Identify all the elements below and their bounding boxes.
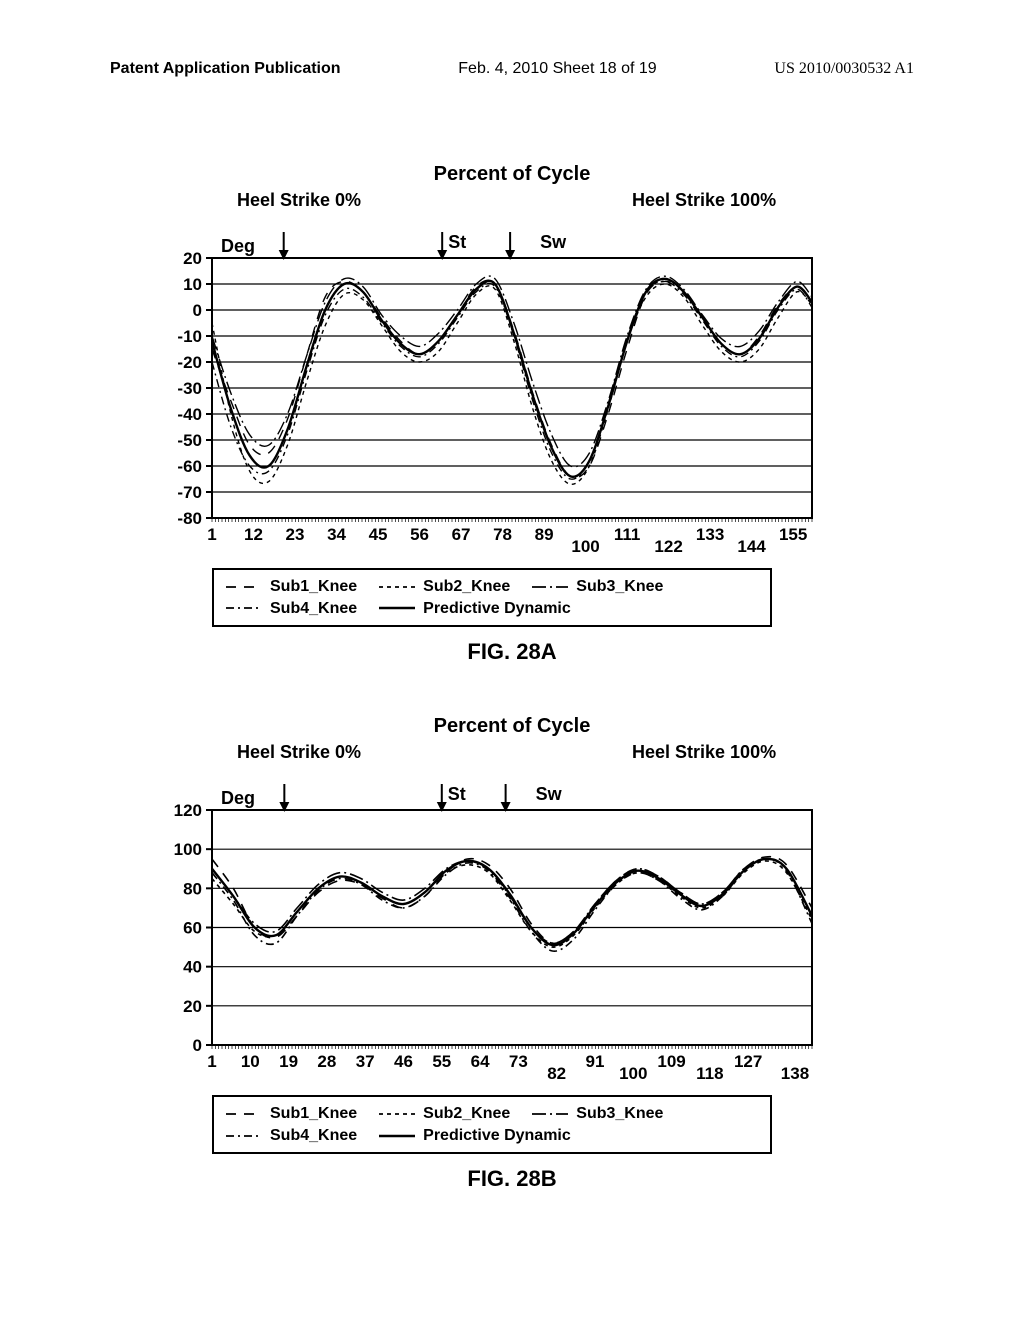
- header-center: Feb. 4, 2010 Sheet 18 of 19: [458, 60, 656, 78]
- svg-text:127: 127: [734, 1052, 762, 1071]
- chart-b-container: 120 100 80 60 40 20 01 10 19 28 37 46 55 64 73 82 91 100 1…: [132, 770, 892, 1085]
- legend-a: Sub1_Knee Sub2_Knee Sub3_Knee Sub4_Knee Pred…: [212, 568, 772, 627]
- svg-text:Sw: Sw: [540, 232, 567, 252]
- chart-b-svg: 120 100 80 60 40 20 01 10 19 28 37 46 55 64 73 82 91 100 1…: [132, 770, 832, 1085]
- svg-text:91: 91: [586, 1052, 605, 1071]
- header-right: US 2010/0030532 A1: [774, 60, 914, 78]
- svg-text:67: 67: [452, 525, 471, 544]
- svg-text:89: 89: [535, 525, 554, 544]
- fig-b-title: Percent of Cycle: [132, 715, 892, 738]
- fig-b-annot-row: Heel Strike 0% Heel Strike 100%: [132, 742, 892, 770]
- svg-text:100: 100: [619, 1064, 647, 1083]
- svg-text:64: 64: [471, 1052, 490, 1071]
- svg-text:1: 1: [207, 525, 216, 544]
- chart-a-container: 20100-10-20-30-40-50-60-70-8011223344556…: [132, 218, 892, 558]
- svg-text:St: St: [448, 232, 466, 252]
- svg-text:-80: -80: [177, 509, 202, 528]
- svg-text:144: 144: [737, 537, 766, 556]
- fig-a-annot-row: Heel Strike 0% Heel Strike 100%: [132, 190, 892, 218]
- svg-text:-70: -70: [177, 483, 202, 502]
- svg-text:Sw: Sw: [536, 784, 563, 804]
- legend-item-sub2-knee: Sub2_Knee: [379, 1103, 510, 1125]
- svg-text:40: 40: [183, 958, 202, 977]
- svg-text:120: 120: [174, 801, 202, 820]
- legend-item-predictive-dynamic: Predictive Dynamic: [379, 1125, 571, 1147]
- legend-item-sub4-knee: Sub4_Knee: [226, 1125, 357, 1147]
- svg-text:34: 34: [327, 525, 346, 544]
- svg-text:-50: -50: [177, 431, 202, 450]
- svg-text:155: 155: [779, 525, 807, 544]
- svg-text:-40: -40: [177, 405, 202, 424]
- svg-text:60: 60: [183, 919, 202, 938]
- legend-item-sub1-knee: Sub1_Knee: [226, 576, 357, 598]
- svg-text:118: 118: [696, 1064, 723, 1083]
- figure-28b-wrap: Percent of Cycle Heel Strike 0% Heel Str…: [132, 705, 892, 1192]
- svg-text:80: 80: [183, 880, 202, 899]
- svg-text:0: 0: [193, 301, 202, 320]
- fig-a-caption: FIG. 28A: [132, 639, 892, 665]
- svg-text:St: St: [448, 784, 466, 804]
- svg-text:37: 37: [356, 1052, 375, 1071]
- legend-item-sub1-knee: Sub1_Knee: [226, 1103, 357, 1125]
- svg-text:10: 10: [183, 275, 202, 294]
- svg-text:12: 12: [244, 525, 263, 544]
- fig-a-title: Percent of Cycle: [132, 163, 892, 186]
- svg-text:78: 78: [493, 525, 512, 544]
- svg-text:100: 100: [174, 840, 202, 859]
- legend-item-sub2-knee: Sub2_Knee: [379, 576, 510, 598]
- svg-text:109: 109: [657, 1052, 685, 1071]
- svg-text:1: 1: [207, 1052, 216, 1071]
- svg-text:10: 10: [241, 1052, 260, 1071]
- annot-heel0-b: Heel Strike 0%: [237, 742, 361, 763]
- svg-text:45: 45: [369, 525, 388, 544]
- legend-item-sub4-knee: Sub4_Knee: [226, 598, 357, 620]
- svg-text:Deg: Deg: [221, 236, 255, 256]
- annot-heel0: Heel Strike 0%: [237, 190, 361, 211]
- svg-text:56: 56: [410, 525, 429, 544]
- annot-heel100-b: Heel Strike 100%: [632, 742, 776, 763]
- svg-text:55: 55: [432, 1052, 451, 1071]
- legend-b: Sub1_Knee Sub2_Knee Sub3_Knee Sub4_Knee Pred…: [212, 1095, 772, 1154]
- figure-28a-wrap: Percent of Cycle Heel Strike 0% Heel Str…: [132, 88, 892, 665]
- svg-text:23: 23: [286, 525, 305, 544]
- svg-text:100: 100: [571, 537, 599, 556]
- svg-text:138: 138: [781, 1064, 809, 1083]
- svg-text:-20: -20: [177, 353, 202, 372]
- annot-heel100: Heel Strike 100%: [632, 190, 776, 211]
- chart-a-svg: 20100-10-20-30-40-50-60-70-8011223344556…: [132, 218, 832, 558]
- svg-text:0: 0: [193, 1036, 202, 1055]
- svg-text:-30: -30: [177, 379, 202, 398]
- svg-text:-60: -60: [177, 457, 202, 476]
- legend-item-sub3-knee: Sub3_Knee: [532, 1103, 663, 1125]
- svg-text:111: 111: [614, 525, 641, 544]
- page-header: Patent Application Publication Feb. 4, 2…: [0, 0, 1024, 88]
- svg-text:-10: -10: [177, 327, 202, 346]
- svg-text:133: 133: [696, 525, 724, 544]
- svg-text:46: 46: [394, 1052, 413, 1071]
- header-left: Patent Application Publication: [110, 60, 341, 78]
- fig-b-caption: FIG. 28B: [132, 1166, 892, 1192]
- svg-text:28: 28: [317, 1052, 336, 1071]
- svg-text:Deg: Deg: [221, 788, 255, 808]
- svg-text:122: 122: [654, 537, 682, 556]
- legend-item-sub3-knee: Sub3_Knee: [532, 576, 663, 598]
- svg-text:19: 19: [279, 1052, 298, 1071]
- svg-text:20: 20: [183, 249, 202, 268]
- legend-item-predictive-dynamic: Predictive Dynamic: [379, 598, 571, 620]
- svg-text:20: 20: [183, 997, 202, 1016]
- svg-text:73: 73: [509, 1052, 528, 1071]
- svg-text:82: 82: [547, 1064, 566, 1083]
